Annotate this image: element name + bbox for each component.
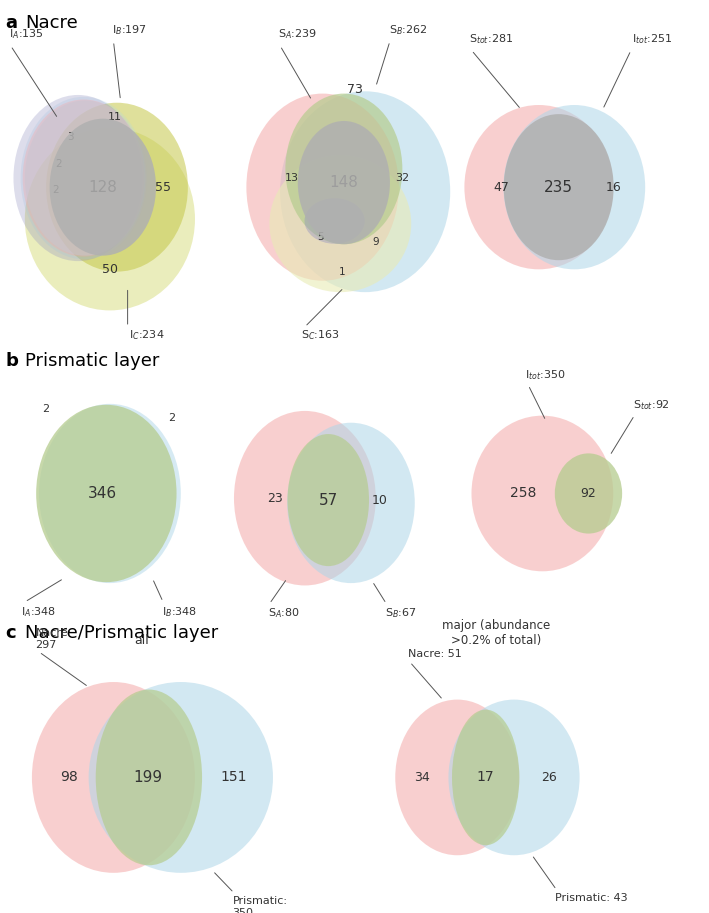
Text: 151: 151	[220, 771, 247, 784]
Text: Prismatic:
350: Prismatic: 350	[233, 896, 288, 913]
Ellipse shape	[23, 100, 145, 257]
Text: 26: 26	[542, 771, 557, 784]
Text: 2: 2	[168, 413, 175, 423]
Ellipse shape	[25, 100, 145, 256]
Text: S$_{tot}$:92: S$_{tot}$:92	[633, 399, 670, 413]
Text: S$_C$:163: S$_C$:163	[301, 329, 340, 342]
Ellipse shape	[50, 119, 156, 256]
Text: all: all	[135, 634, 149, 646]
Text: S$_A$:239: S$_A$:239	[278, 27, 317, 41]
Ellipse shape	[13, 95, 143, 261]
Text: Nacre: Nacre	[25, 14, 77, 32]
Ellipse shape	[285, 94, 403, 245]
Text: c: c	[6, 624, 16, 642]
Ellipse shape	[280, 91, 450, 292]
Ellipse shape	[36, 404, 177, 582]
Ellipse shape	[288, 434, 369, 566]
Ellipse shape	[471, 415, 613, 572]
Ellipse shape	[305, 198, 365, 244]
Text: Nacre: 51: Nacre: 51	[408, 649, 462, 659]
Text: Nacre:
297: Nacre: 297	[35, 628, 72, 650]
Text: 128: 128	[89, 180, 117, 194]
Text: 2: 2	[52, 185, 59, 194]
Text: 10: 10	[372, 494, 387, 507]
Text: 98: 98	[60, 771, 79, 784]
Text: S$_B$:262: S$_B$:262	[389, 23, 428, 37]
Text: I$_A$:135: I$_A$:135	[9, 27, 43, 41]
Ellipse shape	[25, 128, 195, 310]
Text: 55: 55	[155, 181, 171, 194]
Ellipse shape	[503, 114, 613, 260]
Text: 3: 3	[67, 132, 74, 142]
Text: 346: 346	[88, 486, 118, 501]
Text: S$_A$:80: S$_A$:80	[268, 607, 300, 621]
Text: I$_{tot}$:251: I$_{tot}$:251	[632, 32, 673, 46]
Ellipse shape	[39, 404, 181, 583]
Ellipse shape	[554, 454, 623, 533]
Text: Nacre/Prismatic layer: Nacre/Prismatic layer	[25, 624, 218, 642]
Text: 17: 17	[477, 771, 494, 784]
Ellipse shape	[449, 699, 580, 855]
Ellipse shape	[46, 103, 188, 272]
Text: 258: 258	[510, 487, 537, 500]
Text: 32: 32	[396, 173, 410, 183]
Text: Prismatic layer: Prismatic layer	[25, 352, 160, 370]
Text: 1: 1	[339, 268, 346, 277]
Text: S$_{tot}$:281: S$_{tot}$:281	[469, 32, 513, 46]
Text: 92: 92	[581, 487, 596, 500]
Text: I$_B$:197: I$_B$:197	[112, 23, 147, 37]
Text: 148: 148	[330, 175, 358, 190]
Ellipse shape	[452, 709, 519, 845]
Ellipse shape	[96, 689, 202, 866]
Text: I$_C$:234: I$_C$:234	[129, 329, 164, 342]
Text: 5: 5	[317, 233, 324, 242]
Text: b: b	[6, 352, 18, 370]
Text: 9: 9	[372, 237, 379, 247]
Ellipse shape	[269, 155, 411, 292]
Text: 23: 23	[267, 492, 283, 505]
Text: I$_B$:348: I$_B$:348	[162, 604, 197, 619]
Text: 34: 34	[414, 771, 430, 784]
Ellipse shape	[503, 105, 645, 269]
Ellipse shape	[396, 699, 520, 855]
Text: 13: 13	[285, 173, 299, 183]
Ellipse shape	[287, 423, 415, 583]
Text: 73: 73	[347, 83, 362, 96]
Text: I$_A$:348: I$_A$:348	[21, 604, 57, 619]
Text: 2: 2	[55, 160, 62, 169]
Text: 57: 57	[318, 493, 338, 508]
Ellipse shape	[21, 97, 147, 259]
Ellipse shape	[464, 105, 613, 269]
Ellipse shape	[234, 411, 376, 585]
Text: 2: 2	[43, 404, 50, 414]
Ellipse shape	[89, 682, 273, 873]
Text: Prismatic: 43: Prismatic: 43	[555, 893, 627, 903]
Text: 235: 235	[545, 180, 573, 194]
Text: I$_{tot}$:350: I$_{tot}$:350	[525, 368, 566, 383]
Text: 47: 47	[493, 181, 509, 194]
Text: S$_B$:67: S$_B$:67	[385, 607, 417, 621]
Text: 11: 11	[108, 112, 122, 121]
Text: major (abundance
>0.2% of total): major (abundance >0.2% of total)	[442, 619, 550, 646]
Ellipse shape	[298, 121, 390, 245]
Text: 16: 16	[605, 181, 621, 194]
Text: a: a	[6, 14, 18, 32]
Ellipse shape	[32, 682, 195, 873]
Text: 199: 199	[133, 770, 162, 785]
Ellipse shape	[247, 94, 398, 281]
Text: 50: 50	[102, 263, 118, 276]
